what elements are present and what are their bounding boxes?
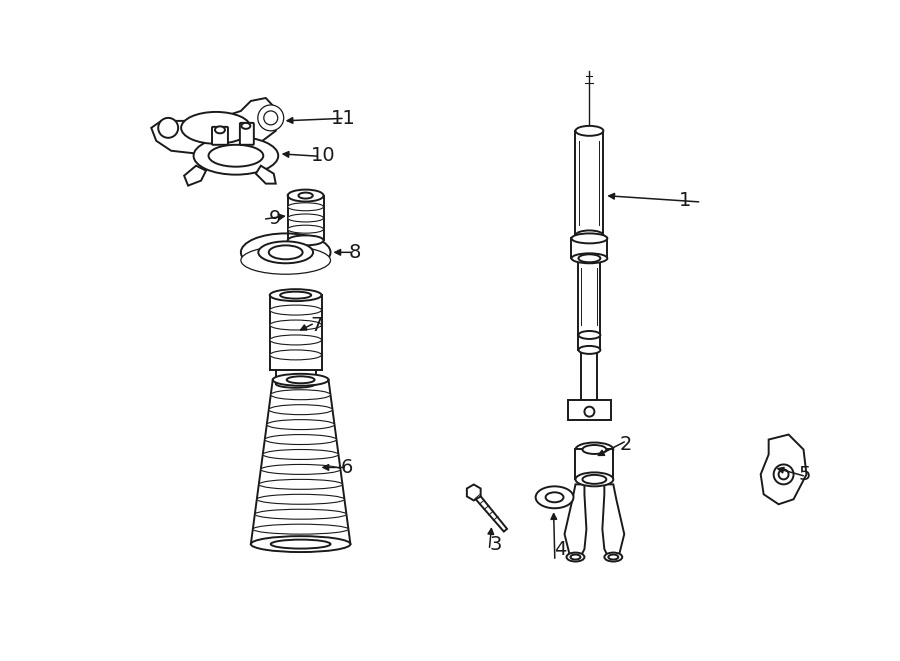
- Polygon shape: [581, 350, 598, 400]
- Circle shape: [584, 407, 594, 416]
- Ellipse shape: [270, 305, 321, 315]
- Text: 8: 8: [348, 243, 361, 262]
- Ellipse shape: [265, 434, 337, 444]
- Bar: [568, 400, 611, 420]
- Ellipse shape: [270, 350, 321, 360]
- Polygon shape: [472, 490, 507, 531]
- Ellipse shape: [241, 233, 330, 271]
- Ellipse shape: [572, 253, 608, 263]
- Polygon shape: [256, 166, 275, 184]
- Ellipse shape: [575, 126, 603, 136]
- Ellipse shape: [269, 405, 332, 414]
- Ellipse shape: [288, 214, 323, 222]
- Ellipse shape: [536, 486, 573, 508]
- Ellipse shape: [215, 126, 225, 134]
- Circle shape: [158, 118, 178, 137]
- Text: 11: 11: [330, 109, 356, 128]
- Text: 9: 9: [269, 209, 281, 228]
- Ellipse shape: [181, 112, 251, 144]
- Ellipse shape: [241, 123, 250, 129]
- Circle shape: [264, 111, 278, 125]
- Ellipse shape: [299, 192, 313, 198]
- Ellipse shape: [270, 289, 321, 301]
- Ellipse shape: [209, 145, 264, 167]
- Ellipse shape: [271, 539, 330, 549]
- Polygon shape: [572, 239, 608, 258]
- Ellipse shape: [263, 449, 338, 459]
- Ellipse shape: [582, 475, 607, 484]
- Ellipse shape: [270, 335, 321, 345]
- Ellipse shape: [273, 374, 328, 386]
- Ellipse shape: [256, 494, 345, 504]
- Ellipse shape: [575, 231, 603, 241]
- Polygon shape: [602, 485, 625, 559]
- Ellipse shape: [579, 346, 600, 354]
- Ellipse shape: [579, 331, 600, 339]
- Circle shape: [778, 469, 788, 479]
- Polygon shape: [575, 449, 613, 479]
- Ellipse shape: [270, 320, 321, 330]
- Polygon shape: [564, 485, 587, 559]
- Ellipse shape: [259, 479, 343, 489]
- Ellipse shape: [572, 233, 608, 243]
- FancyBboxPatch shape: [240, 123, 254, 145]
- FancyBboxPatch shape: [212, 127, 228, 145]
- Ellipse shape: [575, 473, 613, 486]
- Ellipse shape: [575, 442, 613, 457]
- Ellipse shape: [288, 235, 323, 245]
- Ellipse shape: [241, 247, 330, 274]
- Polygon shape: [579, 335, 600, 350]
- Ellipse shape: [255, 509, 346, 519]
- Ellipse shape: [266, 420, 335, 430]
- Ellipse shape: [545, 492, 563, 502]
- Ellipse shape: [582, 445, 607, 454]
- Ellipse shape: [608, 555, 618, 559]
- Ellipse shape: [579, 254, 600, 262]
- Ellipse shape: [261, 465, 340, 475]
- Ellipse shape: [288, 190, 323, 202]
- Text: 1: 1: [679, 191, 691, 210]
- Text: 7: 7: [310, 315, 323, 334]
- Polygon shape: [184, 166, 206, 186]
- Text: 2: 2: [619, 435, 632, 454]
- Text: 6: 6: [340, 458, 353, 477]
- Ellipse shape: [280, 292, 311, 299]
- Text: 3: 3: [490, 535, 502, 554]
- Ellipse shape: [194, 137, 278, 175]
- Ellipse shape: [258, 241, 313, 263]
- Ellipse shape: [275, 380, 316, 388]
- Ellipse shape: [288, 225, 323, 233]
- Text: 4: 4: [554, 539, 567, 559]
- Ellipse shape: [571, 555, 580, 559]
- Polygon shape: [760, 434, 806, 504]
- Polygon shape: [467, 485, 481, 500]
- Ellipse shape: [604, 553, 622, 562]
- Ellipse shape: [271, 390, 330, 400]
- Circle shape: [257, 105, 284, 131]
- Polygon shape: [579, 258, 600, 335]
- Bar: [275, 370, 316, 384]
- Ellipse shape: [253, 524, 348, 534]
- Ellipse shape: [288, 203, 323, 211]
- Text: 10: 10: [310, 146, 335, 165]
- Polygon shape: [151, 98, 278, 156]
- Ellipse shape: [287, 376, 315, 383]
- Text: 5: 5: [798, 465, 811, 484]
- Ellipse shape: [251, 536, 350, 552]
- Circle shape: [774, 465, 794, 485]
- Ellipse shape: [566, 553, 584, 562]
- Polygon shape: [575, 131, 603, 235]
- Ellipse shape: [269, 245, 302, 259]
